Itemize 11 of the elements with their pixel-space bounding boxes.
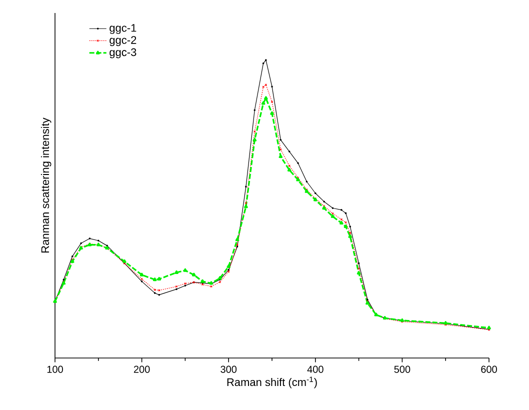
- legend-label: ggc-2: [110, 36, 136, 46]
- x-tick-label: 500: [394, 366, 410, 373]
- x-tick-label: 300: [220, 366, 237, 373]
- y-axis-title: Ranman scattering intensity: [40, 118, 52, 252]
- x-tick-label: 400: [307, 366, 324, 373]
- legend-label: ggc-3: [110, 48, 136, 58]
- x-tick-label: 100: [47, 366, 63, 373]
- x-axis-title: Raman shift (cm$^{-1}$): [227, 376, 317, 388]
- x-tick-label: 200: [134, 366, 150, 373]
- legend-label: ggc-1: [110, 24, 136, 34]
- x-tick-label: 600: [481, 366, 497, 373]
